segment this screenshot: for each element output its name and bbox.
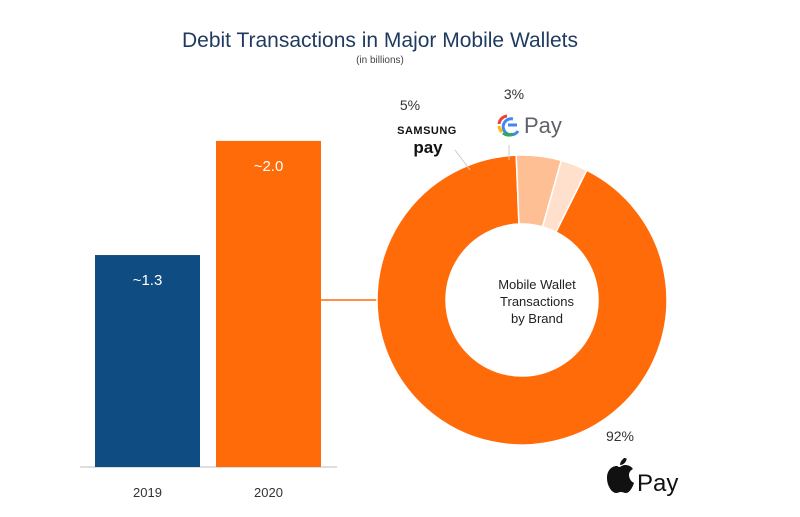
samsung-pay-logo-top: SAMSUNG — [397, 125, 457, 137]
google-pay-logo: Pay — [497, 113, 562, 138]
bar-value-label-2020: ~2.0 — [254, 158, 284, 175]
donut-center-label-line-2: Transactions — [500, 294, 574, 309]
bar-2020 — [216, 140, 321, 468]
bar-value-label-2019: ~1.3 — [133, 272, 163, 289]
apple-logo-icon — [607, 458, 634, 493]
apple-pay-logo: Pay — [607, 458, 678, 497]
donut-slice-google-pay — [541, 159, 588, 233]
google-pay-logo-text: Pay — [524, 113, 562, 138]
donut-center-label-line-1: Mobile Wallet — [498, 277, 576, 292]
bar-2019 — [95, 255, 200, 467]
samsung-pay-leader-line — [454, 149, 471, 171]
x-tick-label-2020: 2020 — [254, 485, 283, 500]
donut-slice-apple-pay — [376, 154, 668, 446]
x-tick-label-2019: 2019 — [133, 485, 162, 500]
samsung-pay-logo-bottom: pay — [413, 138, 443, 157]
apple-pay-percent-label: 92% — [606, 428, 634, 444]
google-pay-percent-label: 3% — [504, 86, 524, 102]
chart-subtitle: (in billions) — [356, 55, 404, 66]
samsung-pay-logo: SAMSUNG pay — [397, 125, 457, 157]
samsung-pay-percent-label: 5% — [400, 97, 420, 113]
google-g-icon — [497, 114, 520, 137]
bar-chart: ~1.3 2019 ~2.0 2020 — [80, 140, 337, 500]
donut-center-label-line-3: by Brand — [511, 311, 563, 326]
donut-chart — [376, 154, 668, 446]
chart-title: Debit Transactions in Major Mobile Walle… — [182, 29, 578, 52]
apple-pay-logo-text: Pay — [637, 470, 678, 497]
